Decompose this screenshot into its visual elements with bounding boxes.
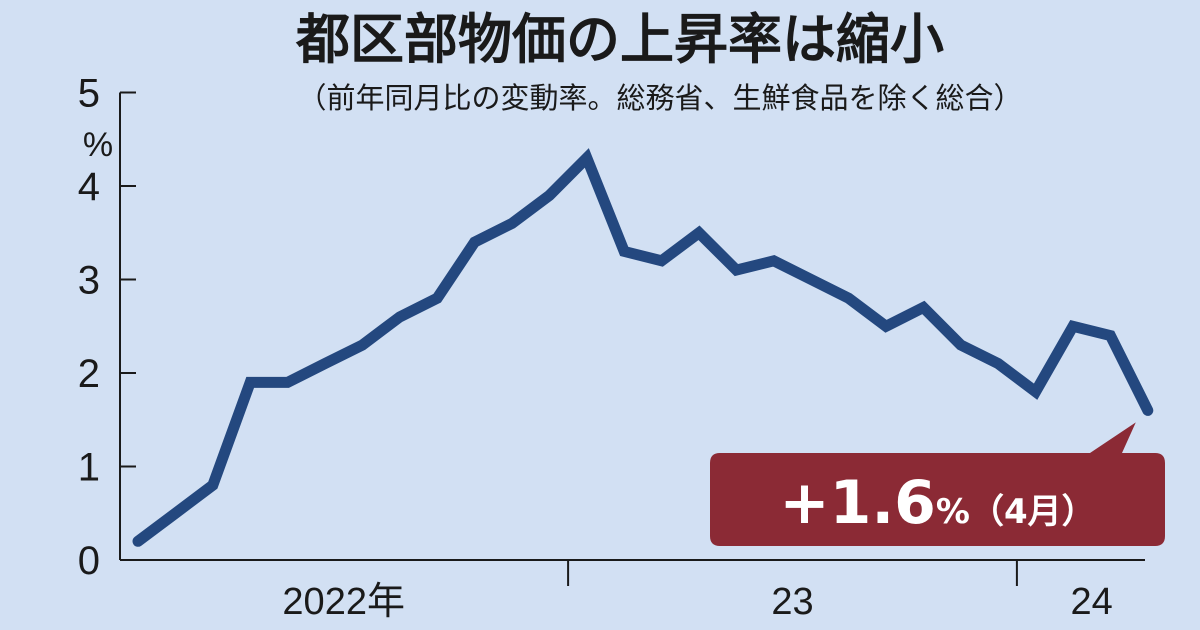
data-point	[922, 306, 925, 309]
series	[132, 148, 1154, 547]
x-tick-label: 23	[771, 581, 813, 623]
data-point	[623, 250, 626, 253]
data-point	[1034, 390, 1037, 393]
callout-unit: %	[936, 492, 970, 532]
data-point	[286, 381, 289, 384]
y-tick-label: 5	[78, 72, 100, 116]
x-tick-label: 2022年	[282, 581, 405, 623]
data-point	[511, 222, 513, 225]
x-axis: 2022年 23 24	[120, 559, 1145, 623]
callout-note: （4月）	[970, 492, 1096, 532]
y-tick-label: 0	[78, 539, 100, 583]
data-point	[1109, 334, 1112, 337]
data-point	[1146, 409, 1149, 412]
data-point	[772, 259, 775, 262]
callout-value: +1.6	[779, 468, 936, 538]
y-tick-label: 2	[78, 352, 100, 396]
data-point	[174, 512, 177, 515]
data-point	[997, 362, 1000, 365]
data-point	[137, 540, 139, 543]
data-point	[436, 297, 439, 300]
y-axis: 0 1 2 3 4 5	[78, 72, 136, 583]
data-point	[548, 194, 551, 197]
data-point	[698, 231, 700, 234]
chart-title: 都区部物価の上昇率は縮小	[295, 8, 944, 71]
data-point	[398, 315, 401, 318]
data-point	[735, 269, 738, 272]
chart-subtitle: （前年同月比の変動率。総務省、生鮮食品を除く総合）	[297, 81, 1022, 115]
data-point	[660, 259, 663, 262]
callout-label: +1.6%（4月）	[779, 468, 1095, 538]
data-point	[810, 278, 813, 281]
data-point	[585, 156, 588, 159]
y-tick-label: 1	[78, 446, 100, 490]
data-point	[885, 325, 887, 328]
latest-value-callout: +1.6%（4月）	[710, 422, 1165, 546]
y-tick-label: 3	[78, 259, 100, 303]
data-point	[847, 297, 850, 300]
data-point	[249, 381, 252, 384]
data-point	[473, 241, 476, 244]
callout-bubble	[710, 422, 1165, 546]
y-axis-unit: %	[83, 126, 113, 164]
x-tick-label: 24	[1071, 581, 1113, 623]
data-point	[361, 343, 364, 346]
series-line	[132, 148, 1154, 547]
data-point	[324, 362, 326, 365]
data-point	[1072, 325, 1074, 328]
y-tick-label: 4	[78, 165, 100, 209]
data-point	[211, 484, 214, 487]
data-point	[959, 343, 962, 346]
